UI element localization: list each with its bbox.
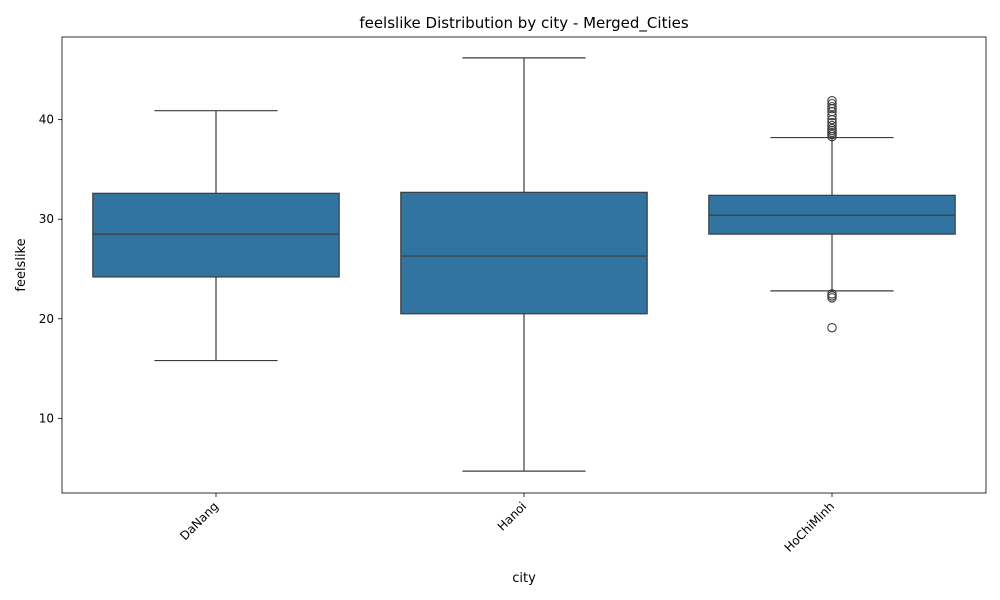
box-iqr [92, 192, 340, 278]
box-group-Hanoi [400, 57, 648, 472]
outlier-point [827, 289, 837, 299]
outlier-point [827, 117, 837, 128]
y-tick-label: 30 [39, 212, 54, 226]
y-axis-label: feelslike [14, 238, 29, 291]
axes: 10 20 30 40 DaNang Hanoi HoChiMinh [39, 113, 837, 555]
outlier-point [827, 95, 837, 106]
x-tick-label: Hanoi [495, 499, 529, 533]
x-axis-label: city [512, 571, 536, 586]
chart-title: feelslike Distribution by city - Merged_… [359, 14, 689, 33]
plot-area [92, 57, 956, 472]
outlier-point [827, 291, 837, 301]
outlier-point [827, 101, 837, 112]
box-group-DaNang [92, 110, 340, 362]
box-group-HoChiMinh [708, 95, 956, 333]
x-tick-label: HoChiMinh [782, 499, 838, 555]
x-tick-label: DaNang [177, 499, 221, 543]
y-tick-label: 20 [39, 312, 54, 326]
outlier-point [827, 120, 837, 131]
outlier-point [827, 110, 837, 121]
outlier-point [827, 123, 837, 134]
y-tick-label: 40 [39, 113, 54, 127]
outlier-point [827, 322, 837, 333]
y-tick-label: 10 [39, 411, 54, 425]
box-iqr [400, 191, 648, 315]
outlier-point [827, 98, 837, 109]
